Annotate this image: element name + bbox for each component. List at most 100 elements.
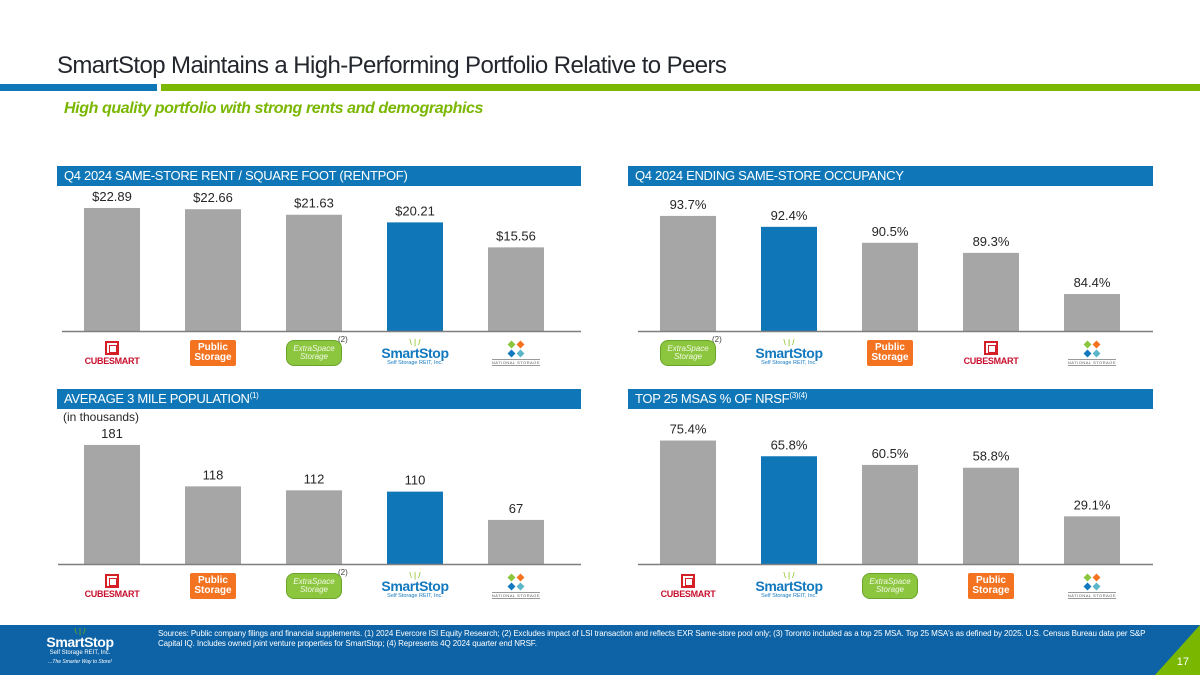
smartstop-logo-sub: Self Storage REIT, Inc. bbox=[387, 592, 443, 599]
smartstop-logo-name: SmartStop bbox=[381, 577, 449, 594]
page-number: 17 bbox=[1176, 656, 1189, 668]
panel-header-text: TOP 25 MSAS % OF NRSF bbox=[635, 391, 790, 406]
smartstop-logo: \ | / SmartStop Self Storage REIT, Inc. bbox=[370, 569, 460, 603]
panel-header-sup: (3)(4) bbox=[789, 391, 808, 400]
title-rule-green bbox=[161, 84, 1200, 91]
nsa-logo-text: NATIONAL STORAGE bbox=[491, 591, 541, 599]
bar-value-label: 29.1% bbox=[1074, 497, 1111, 512]
bar-cubesmart bbox=[84, 444, 140, 564]
page-subtitle: High quality portfolio with strong rents… bbox=[64, 100, 483, 117]
public-storage-logo: Public Storage bbox=[845, 336, 935, 370]
smartstop-spark-icon: \ | / bbox=[74, 627, 86, 636]
cubesmart-logo-text: CUBESMART bbox=[963, 355, 1019, 366]
cubesmart-logo: CUBESMART bbox=[67, 569, 157, 603]
bar-value-label: 67 bbox=[509, 501, 523, 516]
smartstop-spark-icon: \ | / bbox=[783, 570, 795, 580]
smartstop-logo-name: SmartStop bbox=[755, 344, 823, 361]
extra-space-logo-text: ExtraSpace Storage bbox=[286, 573, 342, 599]
footer-logo-name: SmartStop bbox=[46, 634, 114, 650]
cubesmart-logo: CUBESMART bbox=[643, 569, 733, 603]
chart-2: 181 118 112 (2) 110 67 bbox=[58, 426, 581, 577]
cubesmart-logo-text: CUBESMART bbox=[84, 355, 140, 366]
panel-header-msas: TOP 25 MSAS % OF NRSF(3)(4) bbox=[628, 389, 1153, 409]
bar-national-storage-affiliates bbox=[488, 519, 544, 564]
public-storage-logo-text: Public Storage bbox=[190, 340, 236, 366]
chart-1: 93.7% (2) 92.4% 90.5% 89.3% 84.4% bbox=[638, 197, 1153, 344]
bar-cubesmart bbox=[660, 440, 716, 564]
bar-smartstop bbox=[761, 456, 817, 564]
bar-value-label: 60.5% bbox=[872, 446, 909, 461]
public-storage-logo-text: Public Storage bbox=[968, 573, 1014, 599]
public-storage-logo-text: Public Storage bbox=[190, 573, 236, 599]
footer-logo-sub: Self Storage REIT, Inc. bbox=[49, 650, 111, 656]
bar-value-label: 112 bbox=[304, 471, 325, 486]
bar-public-storage bbox=[185, 486, 241, 564]
bar-smartstop bbox=[761, 226, 817, 331]
extra-space-logo-text: ExtraSpace Storage bbox=[286, 340, 342, 366]
bar-value-label: 90.5% bbox=[872, 224, 909, 239]
bar-value-label: 84.4% bbox=[1074, 275, 1111, 290]
smartstop-logo-name: SmartStop bbox=[755, 577, 823, 594]
cube-icon bbox=[105, 573, 119, 588]
smartstop-logo: \ | / SmartStop Self Storage REIT, Inc. bbox=[744, 336, 834, 370]
panel-header-population: AVERAGE 3 MILE POPULATION(1) bbox=[57, 389, 581, 409]
panel-header-text: Q4 2024 ENDING SAME-STORE OCCUPANCY bbox=[635, 168, 904, 183]
bar-value-label: 58.8% bbox=[973, 449, 1010, 464]
smartstop-spark-icon: \ | / bbox=[409, 337, 421, 347]
cube-icon bbox=[105, 340, 119, 355]
bar-value-label: 65.8% bbox=[771, 437, 808, 452]
footnote-marker: (2) bbox=[338, 335, 348, 344]
bar-public-storage bbox=[963, 467, 1019, 564]
smartstop-logo-sub: Self Storage REIT, Inc. bbox=[387, 359, 443, 366]
bar-value-label: 93.7% bbox=[670, 197, 707, 212]
bar-extra-space-storage bbox=[862, 464, 918, 564]
footnote-marker: (2) bbox=[712, 335, 722, 344]
smartstop-logo: \ | / SmartStop Self Storage REIT, Inc. bbox=[744, 569, 834, 603]
cubesmart-logo-text: CUBESMART bbox=[84, 588, 140, 599]
panel-header-text: AVERAGE 3 MILE POPULATION bbox=[64, 391, 250, 406]
panel-header-occupancy: Q4 2024 ENDING SAME-STORE OCCUPANCY bbox=[628, 166, 1153, 186]
footer-accent-triangle bbox=[1155, 625, 1200, 675]
smartstop-logo-sub: Self Storage REIT, Inc. bbox=[761, 359, 817, 366]
nsa-logo-text: NATIONAL STORAGE bbox=[1067, 358, 1117, 366]
panel-header-sup: (1) bbox=[249, 391, 259, 400]
smartstop-logo: \ | / SmartStop Self Storage REIT, Inc. bbox=[370, 336, 460, 370]
chart-0: $22.89 $22.66 $21.63 (2) $20.21 $15.56 bbox=[62, 189, 581, 344]
population-units-note: (in thousands) bbox=[63, 410, 140, 424]
cubesmart-logo-text: CUBESMART bbox=[660, 588, 716, 599]
footnote-marker: (2) bbox=[338, 568, 348, 577]
nsa-logo: NATIONAL STORAGE bbox=[471, 569, 561, 603]
bar-extra-space-storage bbox=[286, 490, 342, 564]
cube-icon bbox=[681, 573, 695, 588]
bar-value-label: 92.4% bbox=[771, 208, 808, 223]
extra-space-logo: ExtraSpace Storage bbox=[269, 569, 359, 603]
smartstop-spark-icon: \ | / bbox=[783, 337, 795, 347]
nsa-logo: NATIONAL STORAGE bbox=[1047, 336, 1137, 370]
bar-cubesmart bbox=[84, 207, 140, 331]
extra-space-logo-text: ExtraSpace Storage bbox=[660, 340, 716, 366]
bar-value-label: 110 bbox=[405, 473, 426, 488]
bar-national-storage-affiliates bbox=[488, 247, 544, 331]
bar-extra-space-storage bbox=[286, 214, 342, 331]
public-storage-logo-text: Public Storage bbox=[867, 340, 913, 366]
title-rule-blue bbox=[0, 84, 157, 91]
bar-value-label: 181 bbox=[101, 426, 123, 441]
bar-public-storage bbox=[185, 209, 241, 331]
chart-3: 75.4% 65.8% 60.5% 58.8% 29.1% bbox=[638, 422, 1153, 566]
bar-value-label: $22.66 bbox=[193, 190, 233, 205]
bar-smartstop bbox=[387, 222, 443, 331]
nsa-logo: NATIONAL STORAGE bbox=[1047, 569, 1137, 603]
bar-value-label: $20.21 bbox=[395, 203, 435, 218]
panel-header-text: Q4 2024 SAME-STORE RENT / SQUARE FOOT (R… bbox=[64, 168, 408, 183]
smartstop-spark-icon: \ | / bbox=[409, 570, 421, 580]
public-storage-logo: Public Storage bbox=[168, 569, 258, 603]
bar-value-label: $15.56 bbox=[496, 228, 536, 243]
bar-national-storage-affiliates bbox=[1064, 516, 1120, 564]
bar-value-label: 89.3% bbox=[973, 234, 1010, 249]
bar-national-storage-affiliates bbox=[1064, 294, 1120, 331]
page-title: SmartStop Maintains a High-Performing Po… bbox=[57, 52, 727, 79]
bar-value-label: 118 bbox=[203, 467, 224, 482]
nsa-icon bbox=[507, 573, 525, 590]
cubesmart-logo: CUBESMART bbox=[946, 336, 1036, 370]
